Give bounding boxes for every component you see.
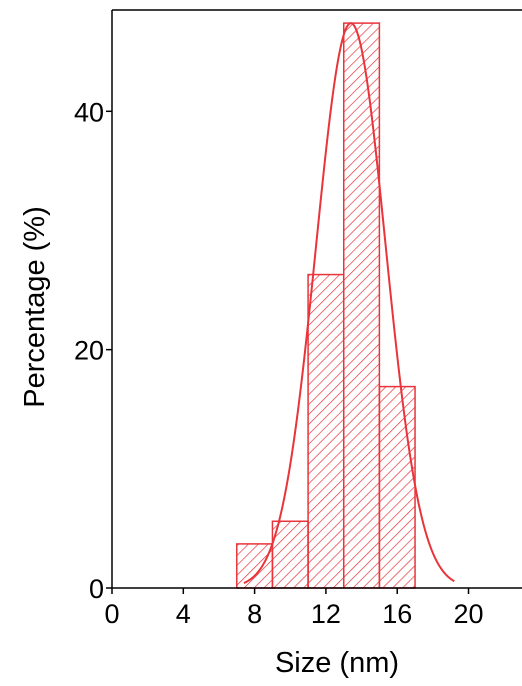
y-tick-label: 0 bbox=[89, 574, 104, 604]
x-tick-label: 20 bbox=[453, 599, 483, 629]
y-axis-title: Percentage (%) bbox=[19, 206, 51, 408]
x-tick-label: 4 bbox=[176, 599, 191, 629]
histogram-bar-4 bbox=[342, 22, 381, 589]
x-tick-label: 16 bbox=[382, 599, 412, 629]
y-tick-label: 20 bbox=[74, 336, 104, 366]
histogram-bar-2 bbox=[271, 520, 309, 589]
x-tick-label: 12 bbox=[311, 599, 341, 629]
histogram-bar-3 bbox=[307, 273, 345, 589]
axes-layer bbox=[106, 9, 522, 594]
x-axis-title: Size (nm) bbox=[275, 647, 399, 679]
y-tick-label: 40 bbox=[74, 97, 104, 127]
x-tick-label: 8 bbox=[247, 599, 262, 629]
histogram-bar-1 bbox=[236, 543, 274, 589]
x-tick-label: 0 bbox=[104, 599, 119, 629]
histogram-bar-5 bbox=[378, 385, 416, 589]
labels-layer: 0 4 8 12 16 20 0 20 40 Size (nm) Percentage (%) bbox=[19, 97, 484, 679]
fit-layer bbox=[243, 22, 455, 584]
gaussian-fit-line bbox=[243, 22, 455, 584]
bars-layer bbox=[236, 22, 416, 589]
